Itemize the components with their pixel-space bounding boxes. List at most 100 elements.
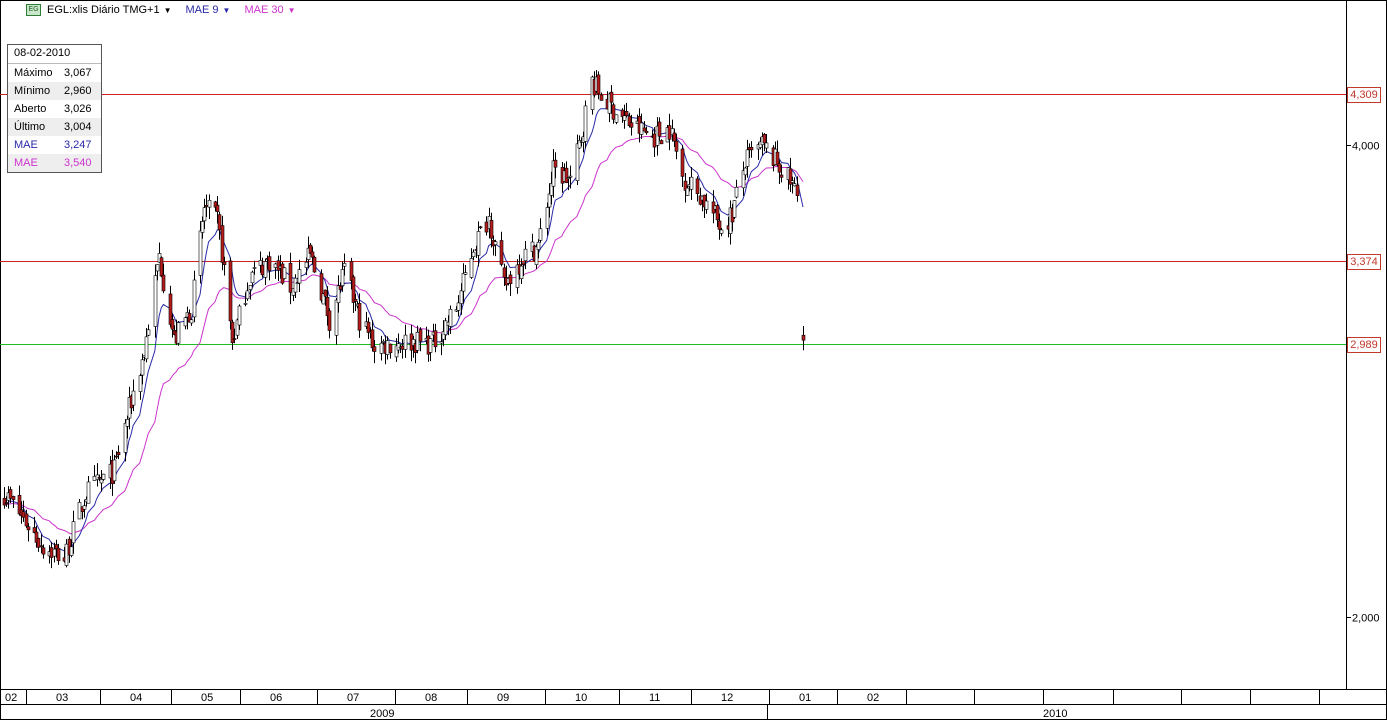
candle xyxy=(26,523,31,542)
candle xyxy=(41,544,46,559)
candle xyxy=(478,225,483,230)
candle xyxy=(564,161,569,184)
candle xyxy=(366,317,371,340)
candle xyxy=(728,200,733,245)
candle xyxy=(250,270,255,287)
candle xyxy=(762,133,767,152)
ema-line xyxy=(3,135,804,535)
candle xyxy=(568,165,573,189)
row-value: 3,540 xyxy=(64,157,92,169)
candle xyxy=(140,353,145,385)
candle xyxy=(680,144,685,187)
candle xyxy=(418,327,423,352)
candle xyxy=(288,252,293,305)
candle xyxy=(183,316,188,330)
candle xyxy=(267,251,272,281)
candle xyxy=(310,246,315,264)
row-label: Último xyxy=(14,121,46,133)
candle xyxy=(689,167,694,201)
candle xyxy=(263,258,268,286)
candle xyxy=(583,100,588,149)
x-month-label: 10 xyxy=(575,692,587,704)
candle xyxy=(599,92,604,101)
candle xyxy=(644,126,649,135)
candle xyxy=(674,133,679,160)
y-tick-label: 2,000 xyxy=(1352,613,1380,625)
row-value: 3,026 xyxy=(64,103,92,115)
price-level-tag: 2,989 xyxy=(1347,336,1381,353)
data-window: 08-02-2010 Máximo 3,067 Mínimo 2,960 Abert… xyxy=(7,44,102,173)
candle xyxy=(792,177,797,187)
candle xyxy=(745,139,750,178)
candle xyxy=(32,516,37,534)
candle xyxy=(192,270,197,323)
x-month-label: 06 xyxy=(270,692,282,704)
candle xyxy=(327,308,332,339)
candle xyxy=(228,257,233,330)
candle xyxy=(349,257,354,290)
candle xyxy=(342,253,347,276)
x-month-label: 12 xyxy=(721,692,733,704)
candle xyxy=(719,227,724,237)
candle xyxy=(461,263,466,304)
candle xyxy=(622,104,627,129)
candle xyxy=(489,212,494,248)
candle xyxy=(138,373,143,400)
row-label: Máximo xyxy=(14,67,53,79)
candle xyxy=(629,114,634,136)
ma30-legend-item[interactable]: MAE 30 ▼ xyxy=(244,4,295,16)
candle xyxy=(86,476,91,504)
candle xyxy=(112,454,117,484)
candle xyxy=(508,270,513,297)
chevron-down-icon: ▼ xyxy=(163,5,172,15)
candle xyxy=(403,324,408,358)
price-level-tag: 4,309 xyxy=(1347,86,1381,103)
candle xyxy=(683,172,688,203)
row-value: 3,004 xyxy=(64,121,92,133)
candle xyxy=(353,293,358,312)
candle xyxy=(741,161,746,196)
candle xyxy=(170,314,175,338)
candle xyxy=(248,285,253,300)
candle xyxy=(217,211,222,240)
candle xyxy=(614,114,619,125)
candle xyxy=(198,221,203,284)
row-value: 3,067 xyxy=(64,67,92,79)
candle xyxy=(463,264,468,276)
candle xyxy=(207,194,212,219)
row-label: MAE xyxy=(14,157,38,169)
candle xyxy=(56,543,61,565)
candle xyxy=(775,140,780,167)
ma30-label: MAE 30 xyxy=(244,4,284,16)
ma9-legend-item[interactable]: MAE 9 ▼ xyxy=(186,4,231,16)
x-month-label: 08 xyxy=(425,692,437,704)
row-label: Aberto xyxy=(14,103,47,115)
candle xyxy=(11,495,16,509)
x-month-label: 07 xyxy=(347,692,359,704)
candle xyxy=(704,193,709,214)
candle xyxy=(379,335,384,361)
candle xyxy=(400,338,405,359)
candle xyxy=(34,525,39,548)
candle xyxy=(717,213,722,240)
candle xyxy=(189,318,194,326)
x-month-label: 01 xyxy=(799,692,811,704)
instrument-legend-item[interactable]: EGL:xlis Diário TMG+1 ▼ xyxy=(47,4,172,16)
candle xyxy=(82,499,87,518)
candle xyxy=(749,141,754,158)
candle xyxy=(187,309,192,323)
candle xyxy=(77,499,82,520)
row-label: Mínimo xyxy=(14,85,51,97)
candle xyxy=(788,157,793,193)
candle xyxy=(64,539,69,568)
x-year-label: 2010 xyxy=(1043,708,1067,720)
candle xyxy=(146,324,151,337)
candle xyxy=(153,264,158,338)
candle xyxy=(523,241,528,270)
candle xyxy=(443,317,448,341)
chevron-down-icon: ▼ xyxy=(222,5,231,15)
data-window-date: 08-02-2010 xyxy=(8,45,101,64)
candle xyxy=(685,185,690,196)
candle xyxy=(596,71,601,100)
